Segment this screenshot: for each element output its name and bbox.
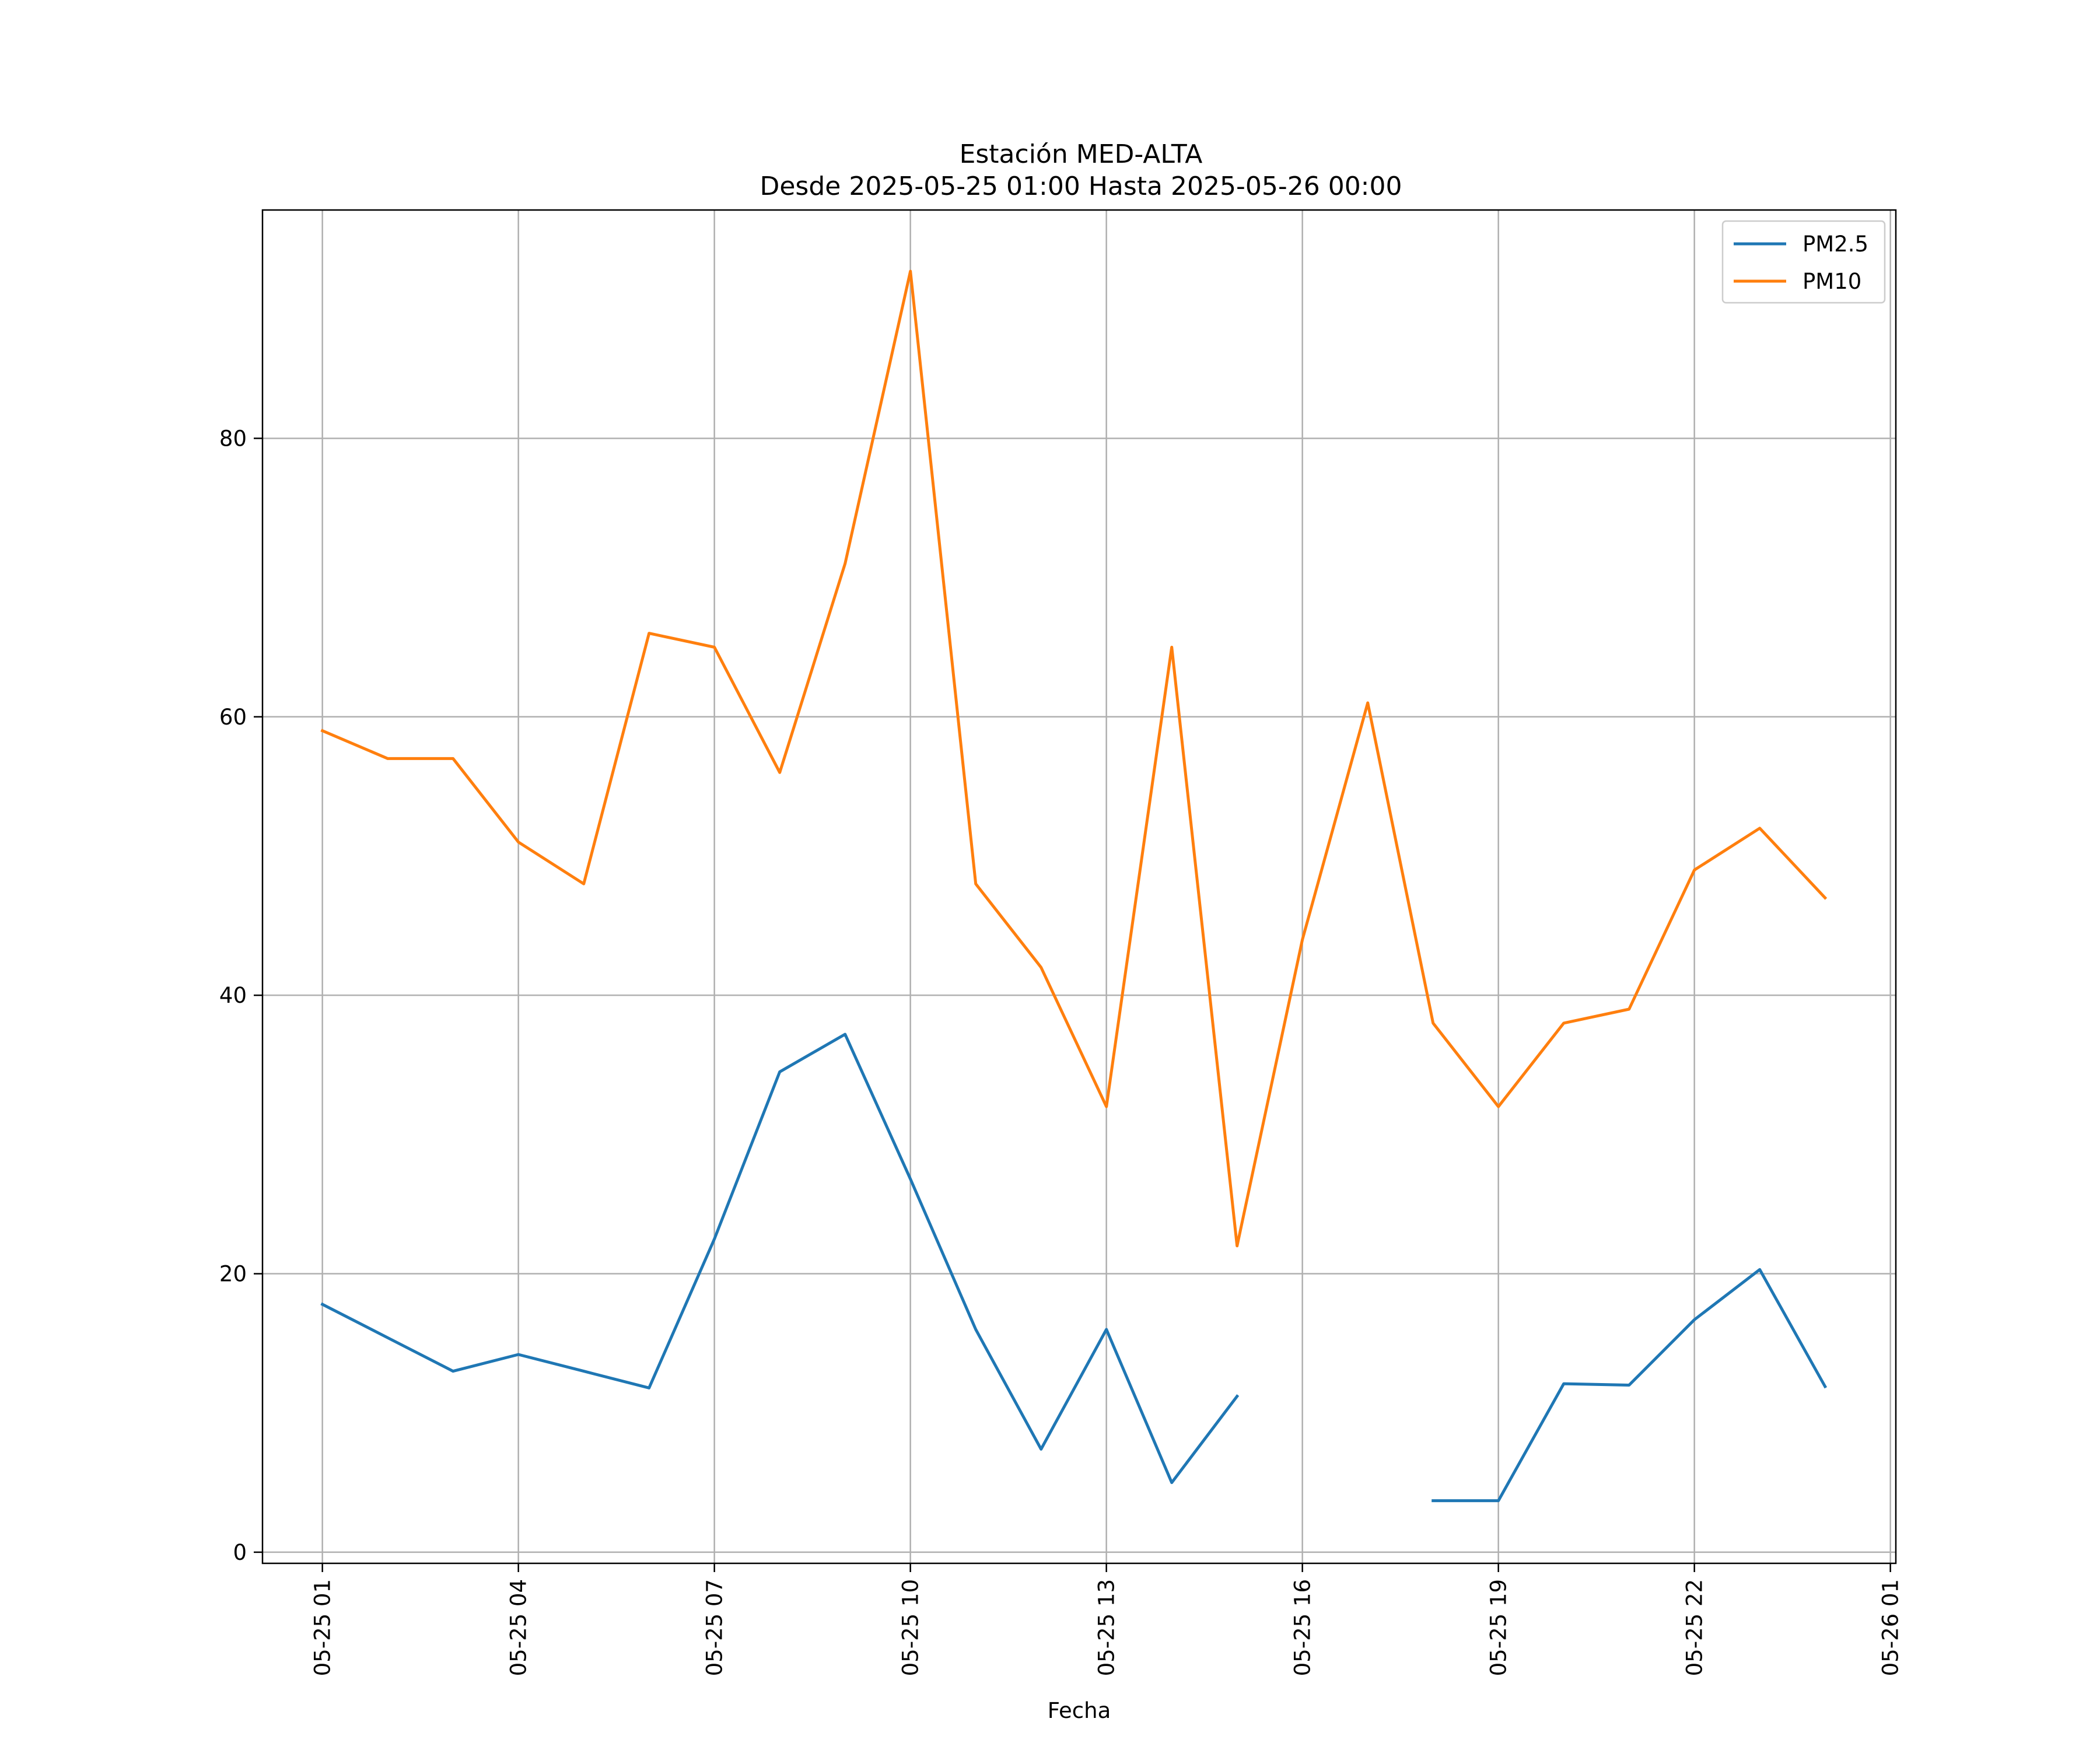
x-axis-label: Fecha (1048, 1698, 1111, 1723)
x-tick-label: 05-25 04 (506, 1579, 531, 1676)
y-tick-label: 80 (219, 426, 247, 451)
series-line-pm25 (320, 1032, 1828, 1503)
series-line-pm10 (320, 270, 1828, 1248)
x-axis: 05-25 01 05-25 04 05-25 07 05-25 10 05-25 13… (310, 1563, 1903, 1676)
x-tick-label: 05-25 16 (1290, 1579, 1315, 1676)
x-tick-label: 05-25 19 (1486, 1579, 1511, 1676)
y-tick-label: 40 (219, 983, 247, 1008)
chart-subtitle: Desde 2025-05-25 01:00 Hasta 2025-05-26 … (760, 172, 1402, 201)
x-tick-label: 05-25 22 (1682, 1579, 1707, 1676)
x-tick-label: 05-25 01 (310, 1579, 335, 1676)
plot-frame (261, 209, 1897, 1564)
x-tick-label: 05-25 07 (702, 1579, 727, 1676)
legend: PM2.5 PM10 (1721, 220, 1886, 304)
legend-label-pm25: PM2.5 (1803, 232, 1868, 257)
chart-title: Estación MED-ALTA (960, 139, 1203, 169)
y-tick-label: 0 (233, 1540, 247, 1565)
x-tick-label: 05-26 01 (1878, 1579, 1903, 1676)
series-lines (320, 270, 1828, 1503)
x-tick-label: 05-25 10 (898, 1579, 923, 1676)
y-axis: 0 20 40 60 80 (219, 426, 262, 1565)
y-tick-label: 20 (219, 1262, 247, 1287)
y-tick-label: 60 (219, 705, 247, 730)
legend-label-pm10: PM10 (1803, 269, 1861, 294)
grid (262, 210, 1896, 1563)
x-tick-label: 05-25 13 (1094, 1579, 1119, 1676)
